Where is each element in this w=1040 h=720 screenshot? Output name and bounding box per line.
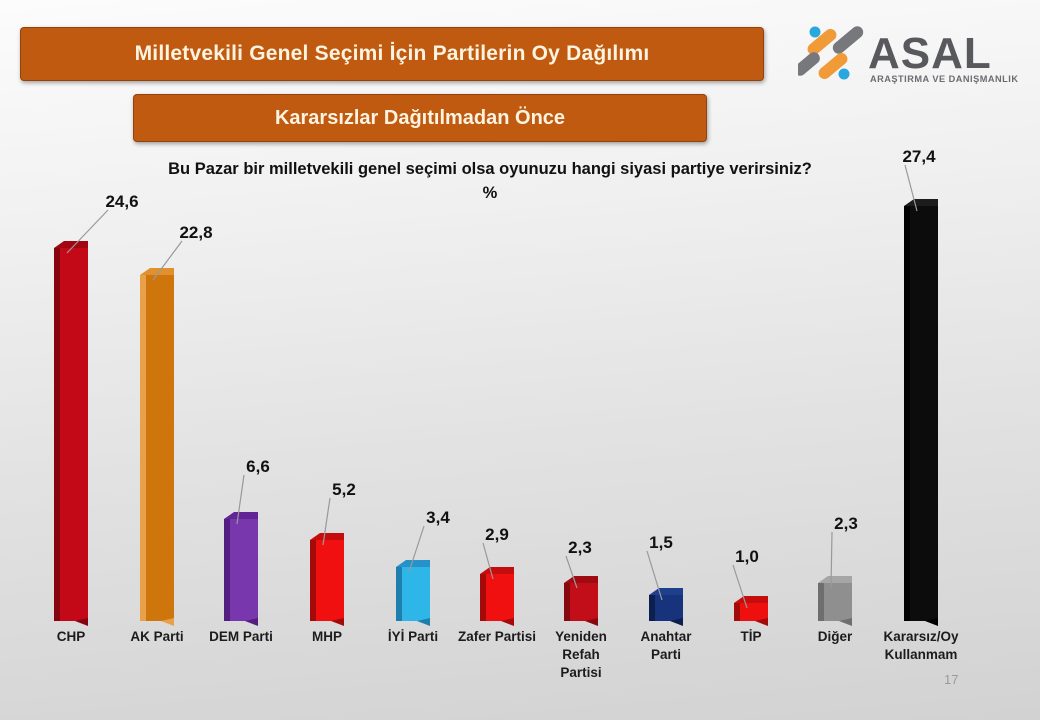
value-label: 6,6 [246, 457, 270, 476]
value-label: 5,2 [332, 480, 356, 499]
category-label: DEM Parti [209, 629, 273, 644]
value-label: 3,4 [426, 508, 450, 527]
value-label: 1,5 [649, 533, 673, 552]
bar-i-yi-parti [396, 560, 430, 626]
value-label: 2,9 [485, 525, 509, 544]
category-label: Refah [562, 647, 600, 662]
value-label: 27,4 [902, 147, 936, 166]
leader-line [152, 240, 183, 281]
survey-question-text: Bu Pazar bir milletvekili genel seçimi o… [168, 160, 812, 178]
survey-question: Bu Pazar bir milletvekili genel seçimi o… [30, 158, 950, 206]
category-label: Parti [651, 647, 681, 662]
value-label: 22,8 [179, 223, 212, 242]
asal-logo-text: ASAL [868, 29, 992, 78]
leader-line [66, 209, 109, 254]
bar-anahtar-parti [649, 588, 683, 626]
category-label: Anahtar [640, 629, 692, 644]
value-label: 2,3 [834, 514, 858, 533]
category-label: MHP [312, 629, 342, 644]
leader-line [830, 531, 833, 589]
category-label: Partisi [560, 665, 601, 680]
bar-ak-parti [140, 268, 174, 626]
leader-line [565, 555, 578, 589]
bar-ti-p [734, 596, 768, 626]
page-number: 17 [944, 672, 959, 687]
category-label: Yeniden [555, 629, 607, 644]
leader-line [646, 550, 663, 601]
category-label: Diğer [818, 629, 853, 644]
bar-mhp [310, 533, 344, 626]
leader-line [322, 497, 331, 546]
bar-chp [54, 241, 88, 626]
leader-line [408, 525, 425, 573]
value-label: 24,6 [105, 192, 138, 211]
leader-line [904, 164, 918, 212]
value-label: 1,0 [735, 547, 759, 566]
category-label: AK Parti [130, 629, 183, 644]
bar-diğer [818, 576, 852, 626]
percent-sign: % [482, 183, 498, 202]
bar-yeniden-refah-partisi [564, 576, 598, 626]
asal-logo-mark [798, 26, 864, 80]
bar-kararsız-oy-kullanmam [904, 199, 938, 626]
value-label: 2,3 [568, 538, 592, 557]
asal-logo-subtitle: ARAŞTIRMA VE DANIŞMANLIK [870, 74, 1018, 84]
category-label: Kararsız/Oy [883, 629, 959, 644]
page-title: Milletvekili Genel Seçimi İçin Partileri… [134, 42, 650, 65]
leader-line [482, 542, 494, 580]
bar-dem-parti [224, 512, 258, 626]
category-label: CHP [57, 629, 86, 644]
category-label: Kullanmam [885, 647, 958, 662]
leader-line [732, 564, 748, 609]
category-label: TİP [740, 629, 761, 644]
category-label: İYİ Parti [388, 629, 438, 644]
subtitle-text: Kararsızlar Dağıtılmadan Önce [274, 106, 566, 129]
bar-zafer-partisi [480, 567, 514, 626]
leader-line [236, 474, 245, 525]
asal-logo: ASAL ARAŞTIRMA VE DANIŞMANLIK [798, 26, 1018, 84]
subtitle-banner: Kararsızlar Dağıtılmadan Önce [133, 94, 707, 142]
category-label: Zafer Partisi [458, 629, 536, 644]
title-banner: Milletvekili Genel Seçimi İçin Partileri… [20, 27, 764, 81]
